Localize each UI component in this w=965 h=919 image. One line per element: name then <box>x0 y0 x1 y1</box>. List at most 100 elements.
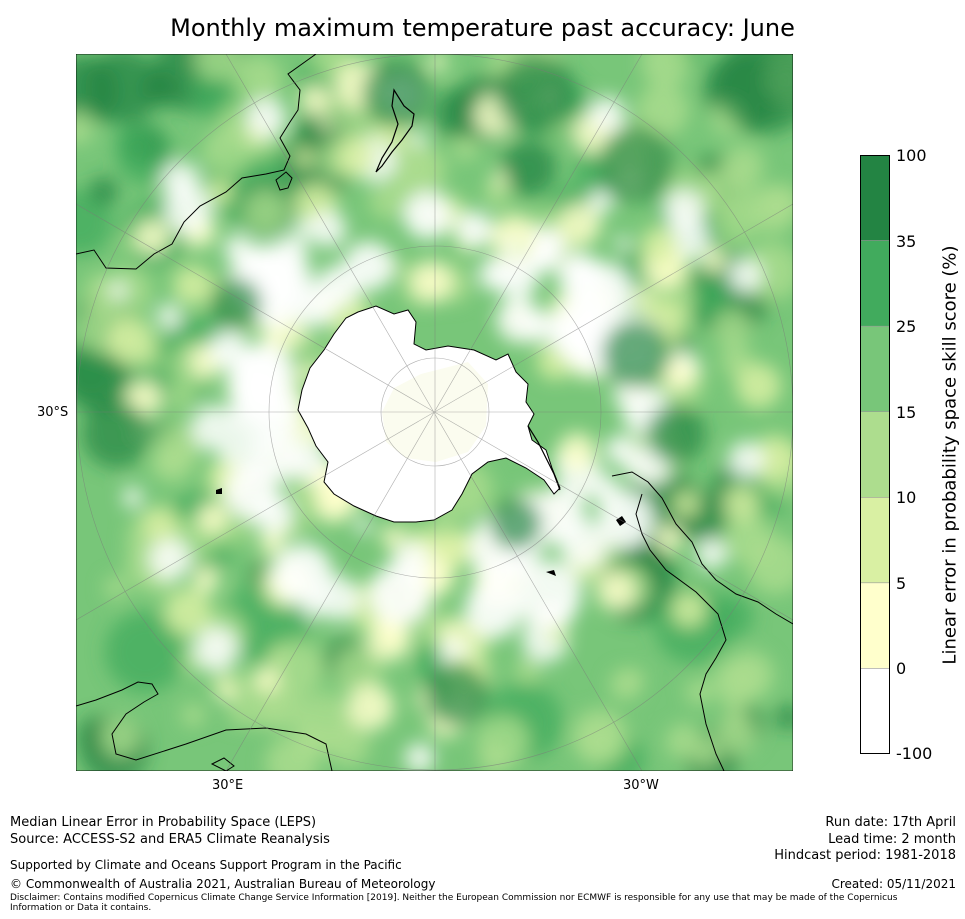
footer-leps: Median Linear Error in Probability Space… <box>10 815 317 830</box>
skill-blob <box>673 491 700 517</box>
skill-blob <box>89 176 119 206</box>
skill-blob <box>259 529 285 556</box>
footer-disclaimer-2: Information or Data it contains. <box>10 903 152 913</box>
skill-blob <box>445 539 473 566</box>
skill-blob <box>206 178 233 205</box>
skill-blob <box>685 678 712 706</box>
colorbar-segment <box>860 668 890 754</box>
colorbar-segment <box>860 326 890 413</box>
skill-blob <box>502 237 520 256</box>
skill-blob <box>109 282 127 300</box>
skill-blob <box>115 123 157 165</box>
skill-blob <box>529 243 559 273</box>
footer-copyright: © Commonwealth of Australia 2021, Austra… <box>10 877 436 891</box>
skill-blob <box>579 723 621 765</box>
graticule <box>76 54 793 771</box>
skill-blob <box>735 363 782 409</box>
skill-blob <box>663 189 704 230</box>
skill-blob <box>661 357 695 391</box>
skill-blob <box>122 487 143 508</box>
skill-blob <box>716 54 793 134</box>
skill-blob <box>453 136 478 161</box>
skill-blob <box>752 434 793 481</box>
skill-blob <box>725 697 746 718</box>
skill-blob <box>632 287 652 307</box>
skill-blob <box>380 525 402 547</box>
skill-blob <box>500 140 557 197</box>
colorbar-tick-10: 10 <box>896 488 917 507</box>
skill-blob <box>215 680 237 702</box>
skill-blob <box>85 54 161 125</box>
skill-blob <box>347 684 394 731</box>
skill-blob <box>197 503 228 534</box>
skill-blob <box>696 538 727 570</box>
colorbar-segment <box>860 582 890 669</box>
skill-blob <box>689 278 730 319</box>
colorbar-label: Linear error in probability space skill … <box>939 245 961 665</box>
kerguelen <box>216 488 222 494</box>
skill-blob <box>181 703 206 728</box>
colorbar-segment <box>860 411 890 498</box>
skill-blob <box>121 235 139 253</box>
skill-blob <box>388 142 447 201</box>
polar-map <box>76 54 793 771</box>
skill-blob <box>728 441 765 478</box>
skill-blob <box>424 662 488 726</box>
skill-blob <box>595 571 636 611</box>
skill-blob <box>602 320 670 388</box>
skill-blob <box>166 382 196 411</box>
skill-blob <box>569 261 633 326</box>
skill-blob <box>107 317 155 365</box>
skill-blob <box>82 400 150 468</box>
skill-blob <box>723 485 760 522</box>
skill-blob <box>203 127 251 176</box>
skill-blob <box>623 461 638 476</box>
skill-blob <box>589 96 626 133</box>
skill-blob <box>546 622 568 644</box>
footer-lead-time: Lead time: 2 month <box>828 832 956 847</box>
skill-blob <box>484 181 511 209</box>
skill-blob <box>253 493 293 534</box>
skill-blob <box>428 54 447 72</box>
skill-blob <box>76 189 113 256</box>
colorbar-tick-0: 0 <box>896 659 907 678</box>
skill-blob <box>300 334 319 353</box>
skill-blob <box>775 704 793 731</box>
skill-blob <box>343 241 394 292</box>
skill-blob <box>716 713 757 755</box>
skill-blob <box>246 97 287 138</box>
skill-blob <box>87 273 112 298</box>
skill-blob <box>713 309 751 347</box>
colorbar-segment <box>860 240 890 327</box>
skill-blob <box>557 432 597 471</box>
new-zealand-coastline <box>375 88 415 173</box>
skill-blob <box>491 171 507 188</box>
footer-run-date: Run date: 17th April <box>825 815 956 830</box>
skill-blob <box>724 515 774 565</box>
skill-blob <box>254 667 280 693</box>
skill-blob <box>271 649 284 662</box>
skill-blob <box>646 404 706 464</box>
skill-blob <box>243 188 288 234</box>
skill-blob <box>588 190 613 214</box>
skill-blob <box>746 184 793 235</box>
skill-blob <box>232 55 283 105</box>
skill-blob <box>701 248 727 273</box>
colorbar <box>860 155 890 754</box>
skill-blob <box>514 560 582 628</box>
colorbar-frame <box>860 155 890 754</box>
skill-blob <box>496 54 576 134</box>
skill-blob <box>210 278 262 330</box>
skill-blob <box>478 743 511 771</box>
skill-blob <box>191 404 238 451</box>
south-america-coastline <box>611 471 793 625</box>
skill-blob <box>434 88 487 141</box>
skill-blob <box>641 54 691 88</box>
skill-blob <box>636 84 689 137</box>
skill-blob <box>272 543 333 604</box>
skill-blob <box>490 498 542 550</box>
skill-blob <box>296 692 355 751</box>
madagascar-coastline <box>275 171 293 191</box>
skill-blob <box>531 488 587 545</box>
footer-hindcast: Hindcast period: 1981-2018 <box>774 848 956 863</box>
